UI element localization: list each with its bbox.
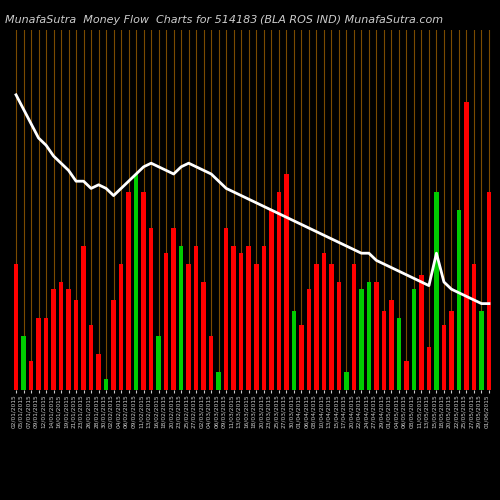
Bar — [246, 246, 251, 390]
Bar — [352, 264, 356, 390]
Bar — [262, 246, 266, 390]
Bar — [82, 246, 86, 390]
Bar — [89, 325, 94, 390]
Bar — [186, 264, 191, 390]
Bar — [329, 264, 334, 390]
Bar — [314, 264, 318, 390]
Bar — [66, 289, 71, 390]
Bar — [464, 102, 468, 390]
Bar — [426, 347, 431, 390]
Bar — [36, 318, 41, 390]
Bar — [126, 192, 131, 390]
Bar — [396, 318, 401, 390]
Bar — [149, 228, 154, 390]
Bar — [52, 289, 56, 390]
Bar — [179, 246, 184, 390]
Bar — [209, 336, 214, 390]
Bar — [216, 372, 221, 390]
Bar — [112, 300, 116, 390]
Bar — [299, 325, 304, 390]
Bar — [412, 289, 416, 390]
Bar — [479, 311, 484, 390]
Bar — [29, 361, 34, 390]
Bar — [44, 318, 48, 390]
Bar — [306, 289, 311, 390]
Bar — [156, 336, 161, 390]
Bar — [194, 246, 198, 390]
Bar — [59, 282, 64, 390]
Bar — [232, 246, 236, 390]
Bar — [22, 336, 26, 390]
Text: (BLA ROS IND) MunafaSutra.com: (BLA ROS IND) MunafaSutra.com — [260, 15, 443, 25]
Bar — [224, 228, 228, 390]
Bar — [134, 174, 138, 390]
Bar — [449, 311, 454, 390]
Bar — [486, 192, 491, 390]
Bar — [456, 210, 461, 390]
Bar — [292, 311, 296, 390]
Bar — [269, 210, 274, 390]
Bar — [239, 253, 244, 390]
Bar — [366, 282, 371, 390]
Bar — [472, 264, 476, 390]
Bar — [142, 192, 146, 390]
Bar — [254, 264, 258, 390]
Bar — [96, 354, 101, 390]
Bar — [202, 282, 206, 390]
Bar — [284, 174, 288, 390]
Bar — [336, 282, 341, 390]
Bar — [404, 361, 408, 390]
Bar — [434, 192, 438, 390]
Bar — [164, 253, 168, 390]
Bar — [172, 228, 176, 390]
Bar — [442, 325, 446, 390]
Bar — [276, 192, 281, 390]
Bar — [14, 264, 18, 390]
Bar — [389, 300, 394, 390]
Bar — [344, 372, 348, 390]
Bar — [382, 311, 386, 390]
Bar — [359, 289, 364, 390]
Text: MunafaSutra  Money Flow  Charts for 514183: MunafaSutra Money Flow Charts for 514183 — [5, 15, 258, 25]
Bar — [104, 379, 108, 390]
Bar — [74, 300, 78, 390]
Bar — [374, 282, 378, 390]
Bar — [419, 275, 424, 390]
Bar — [322, 253, 326, 390]
Bar — [119, 264, 124, 390]
